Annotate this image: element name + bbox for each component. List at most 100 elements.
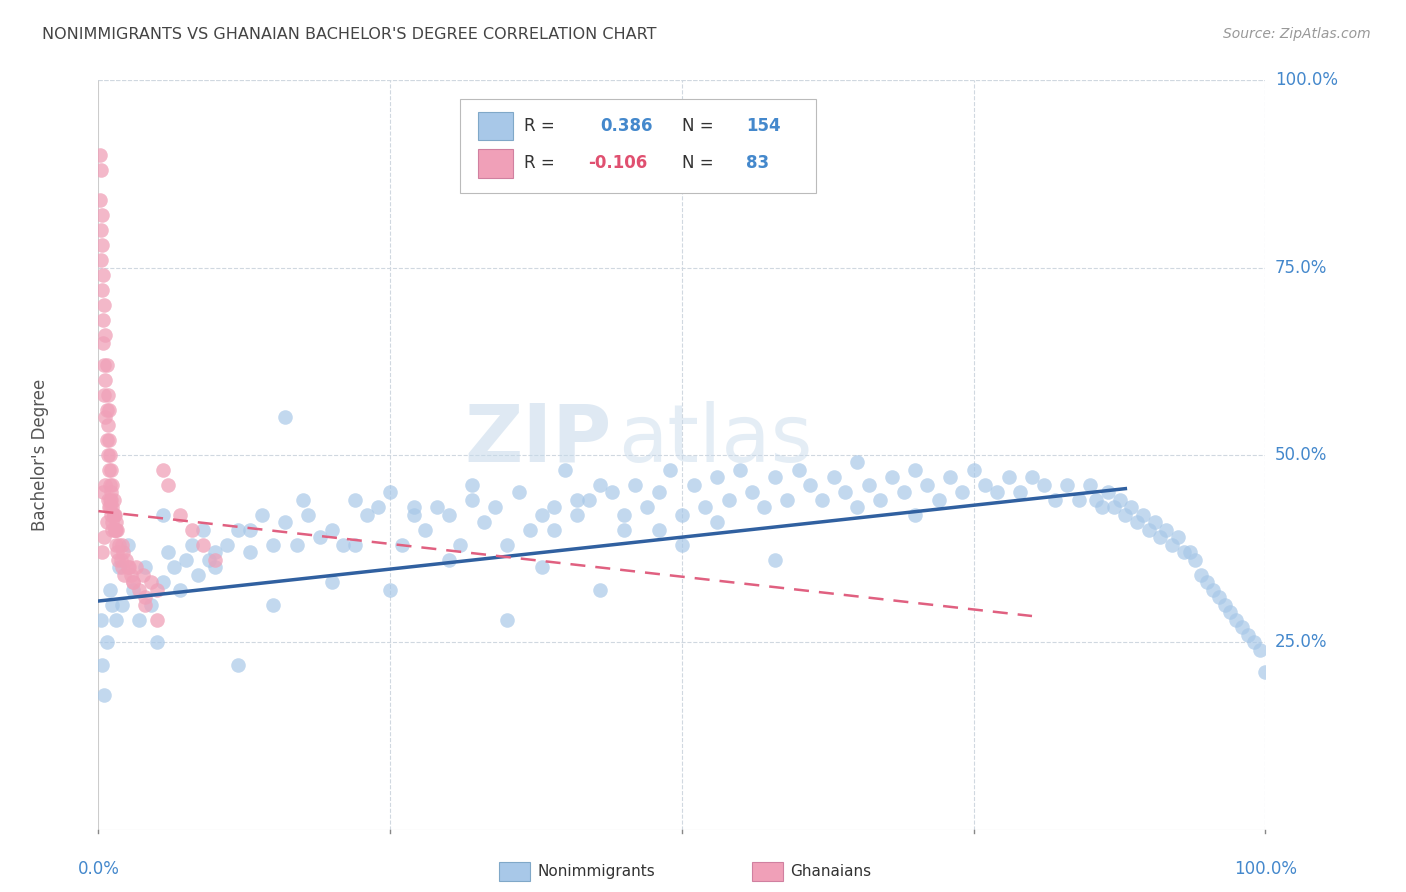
Point	[117, 560, 139, 574]
Point	[91, 268, 114, 282]
Point	[139, 598, 162, 612]
Point	[1173, 545, 1195, 559]
Point	[986, 485, 1008, 500]
Point	[111, 598, 134, 612]
Point	[193, 523, 215, 537]
Point	[1195, 575, 1218, 590]
Point	[157, 478, 180, 492]
Point	[122, 582, 145, 597]
Text: -0.106: -0.106	[589, 154, 648, 172]
Point	[706, 470, 728, 484]
Point	[90, 223, 112, 237]
Point	[187, 567, 209, 582]
Point	[198, 553, 221, 567]
Point	[105, 523, 128, 537]
Point	[285, 538, 308, 552]
Point	[96, 516, 118, 530]
Point	[134, 591, 156, 605]
Point	[104, 516, 127, 530]
Point	[589, 582, 612, 597]
Point	[402, 500, 425, 515]
Point	[1067, 492, 1090, 507]
Point	[380, 485, 402, 500]
Point	[91, 335, 114, 350]
Point	[101, 516, 124, 530]
Point	[1102, 500, 1125, 515]
Point	[1143, 516, 1166, 530]
Point	[787, 463, 810, 477]
Point	[132, 567, 155, 582]
Point	[834, 485, 856, 500]
Point	[97, 388, 120, 402]
Point	[496, 613, 519, 627]
Point	[391, 538, 413, 552]
Point	[157, 545, 180, 559]
Point	[974, 478, 997, 492]
Point	[1154, 523, 1177, 537]
Text: 100.0%: 100.0%	[1234, 860, 1296, 878]
Point	[519, 523, 541, 537]
Point	[1085, 492, 1108, 507]
Point	[169, 582, 191, 597]
Point	[1208, 591, 1230, 605]
Point	[228, 657, 250, 672]
Point	[89, 193, 111, 207]
Point	[112, 567, 135, 582]
Point	[904, 463, 927, 477]
Point	[939, 470, 962, 484]
Point	[1219, 605, 1241, 619]
Point	[543, 500, 565, 515]
Point	[811, 492, 834, 507]
Point	[1121, 500, 1143, 515]
Point	[1161, 538, 1184, 552]
Point	[730, 463, 752, 477]
Text: N =: N =	[682, 117, 713, 135]
Point	[332, 538, 354, 552]
Point	[613, 523, 636, 537]
Point	[496, 538, 519, 552]
Point	[344, 492, 367, 507]
Point	[356, 508, 378, 522]
Point	[1178, 545, 1201, 559]
Point	[1213, 598, 1236, 612]
Point	[1184, 553, 1206, 567]
FancyBboxPatch shape	[478, 112, 513, 140]
Point	[647, 485, 669, 500]
Point	[94, 478, 117, 492]
Point	[309, 530, 332, 544]
Point	[624, 478, 647, 492]
Point	[180, 523, 202, 537]
Point	[239, 523, 262, 537]
Point	[1230, 620, 1253, 634]
Point	[91, 485, 114, 500]
Point	[321, 575, 343, 590]
Text: Bachelor's Degree: Bachelor's Degree	[31, 379, 49, 531]
Point	[100, 508, 122, 522]
Point	[108, 538, 131, 552]
Point	[98, 582, 121, 597]
Point	[1097, 485, 1119, 500]
Point	[543, 523, 565, 537]
Point	[1249, 642, 1271, 657]
Text: 83: 83	[747, 154, 769, 172]
Point	[104, 538, 127, 552]
Point	[367, 500, 389, 515]
Point	[107, 553, 129, 567]
Point	[904, 508, 927, 522]
Point	[928, 492, 950, 507]
Point	[111, 538, 134, 552]
Point	[530, 560, 553, 574]
Text: N =: N =	[682, 154, 713, 172]
Point	[1132, 508, 1154, 522]
Point	[90, 613, 112, 627]
Point	[1091, 500, 1114, 515]
Point	[717, 492, 740, 507]
Point	[94, 328, 117, 343]
Point	[636, 500, 658, 515]
Point	[96, 358, 118, 372]
Point	[117, 538, 139, 552]
Point	[1045, 492, 1067, 507]
Point	[262, 538, 284, 552]
Point	[115, 553, 138, 567]
FancyBboxPatch shape	[460, 99, 815, 193]
